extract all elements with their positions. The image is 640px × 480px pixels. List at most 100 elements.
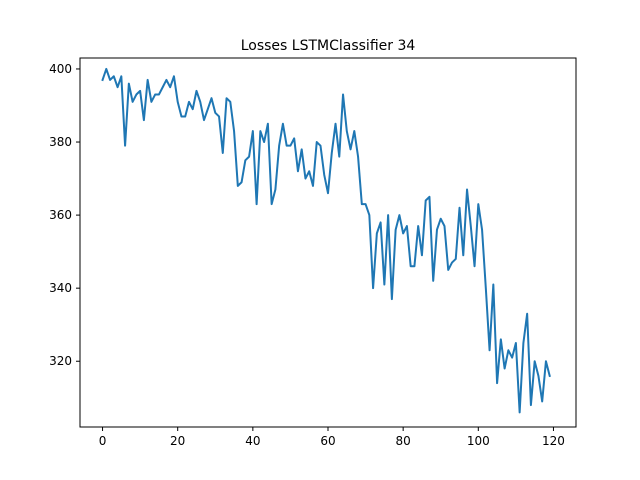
data-point bbox=[338, 156, 340, 158]
data-point bbox=[387, 214, 389, 216]
y-tick-label: 380 bbox=[49, 135, 72, 149]
data-point bbox=[545, 360, 547, 362]
data-point bbox=[147, 79, 149, 81]
data-point bbox=[470, 225, 472, 227]
data-point bbox=[139, 90, 141, 92]
data-point bbox=[481, 229, 483, 231]
data-point bbox=[383, 283, 385, 286]
data-point bbox=[380, 221, 382, 224]
data-point bbox=[274, 188, 276, 191]
x-tick-label: 100 bbox=[467, 434, 490, 448]
plot-area bbox=[101, 67, 551, 414]
data-point bbox=[458, 207, 461, 209]
data-point bbox=[372, 287, 374, 289]
y-tick-label: 340 bbox=[49, 281, 72, 295]
data-point bbox=[526, 313, 528, 315]
data-point bbox=[477, 203, 479, 205]
data-point bbox=[286, 145, 288, 147]
data-point bbox=[184, 115, 186, 118]
data-point bbox=[162, 86, 164, 88]
data-point bbox=[515, 342, 517, 344]
data-point bbox=[282, 123, 284, 125]
data-point bbox=[455, 258, 457, 260]
data-point bbox=[218, 115, 220, 118]
data-point bbox=[496, 382, 498, 384]
data-point bbox=[511, 356, 513, 359]
data-point bbox=[316, 141, 318, 143]
x-tick-label: 120 bbox=[542, 434, 565, 448]
data-point bbox=[447, 269, 449, 271]
data-point bbox=[259, 130, 261, 132]
data-point bbox=[124, 145, 126, 147]
data-point bbox=[398, 214, 400, 216]
data-point bbox=[485, 287, 487, 289]
data-point bbox=[319, 145, 322, 147]
x-axis: 0 20 40 60 80 100 120 bbox=[99, 427, 565, 448]
data-point bbox=[530, 404, 532, 406]
chart-title: Losses LSTMClassifier 34 bbox=[241, 38, 416, 54]
y-tick-label: 400 bbox=[49, 62, 72, 76]
data-point bbox=[522, 342, 524, 344]
x-tick-label: 80 bbox=[396, 434, 411, 448]
data-point bbox=[413, 265, 416, 267]
data-point bbox=[312, 185, 314, 187]
data-point bbox=[308, 170, 310, 172]
data-point bbox=[229, 101, 231, 103]
data-point bbox=[207, 108, 209, 110]
data-point bbox=[263, 141, 265, 143]
data-point bbox=[436, 229, 438, 231]
data-point bbox=[240, 181, 243, 183]
data-point bbox=[143, 119, 145, 121]
x-tick-label: 40 bbox=[245, 434, 260, 448]
data-point bbox=[165, 79, 168, 81]
data-point bbox=[443, 225, 446, 227]
data-point bbox=[410, 265, 412, 267]
data-point bbox=[541, 400, 543, 403]
data-point bbox=[199, 101, 201, 103]
data-point bbox=[353, 130, 355, 132]
data-point bbox=[278, 145, 280, 147]
data-point bbox=[417, 225, 419, 227]
data-point bbox=[128, 82, 130, 85]
x-tick-label: 60 bbox=[320, 434, 335, 448]
data-point bbox=[109, 79, 111, 81]
data-point bbox=[173, 75, 175, 77]
data-point bbox=[428, 196, 431, 198]
data-point bbox=[105, 68, 107, 70]
x-tick-label: 0 bbox=[99, 434, 107, 448]
data-point bbox=[376, 232, 378, 234]
data-point bbox=[158, 93, 160, 96]
y-tick-label: 320 bbox=[49, 354, 72, 368]
data-point bbox=[252, 130, 254, 132]
data-point bbox=[406, 225, 408, 227]
data-point bbox=[101, 79, 104, 81]
data-point bbox=[421, 254, 423, 256]
data-point bbox=[304, 177, 307, 180]
data-point bbox=[233, 130, 235, 132]
data-point bbox=[504, 367, 506, 370]
data-point bbox=[451, 261, 453, 264]
data-point bbox=[391, 298, 393, 300]
data-point bbox=[195, 90, 198, 92]
data-point bbox=[361, 203, 363, 205]
data-point bbox=[222, 152, 224, 154]
data-point bbox=[440, 218, 442, 220]
data-point bbox=[364, 203, 367, 205]
data-point bbox=[331, 152, 333, 154]
data-point bbox=[214, 112, 216, 114]
data-point bbox=[462, 254, 464, 256]
data-point bbox=[395, 229, 397, 231]
data-point bbox=[432, 280, 434, 282]
data-point bbox=[271, 203, 273, 205]
data-point bbox=[169, 86, 171, 88]
data-point bbox=[120, 75, 122, 77]
data-point bbox=[488, 349, 491, 351]
data-point bbox=[237, 185, 239, 187]
data-point bbox=[256, 203, 258, 205]
data-point bbox=[507, 349, 509, 351]
data-point bbox=[210, 97, 213, 99]
axes-frame bbox=[79, 57, 577, 428]
data-point bbox=[180, 115, 183, 118]
